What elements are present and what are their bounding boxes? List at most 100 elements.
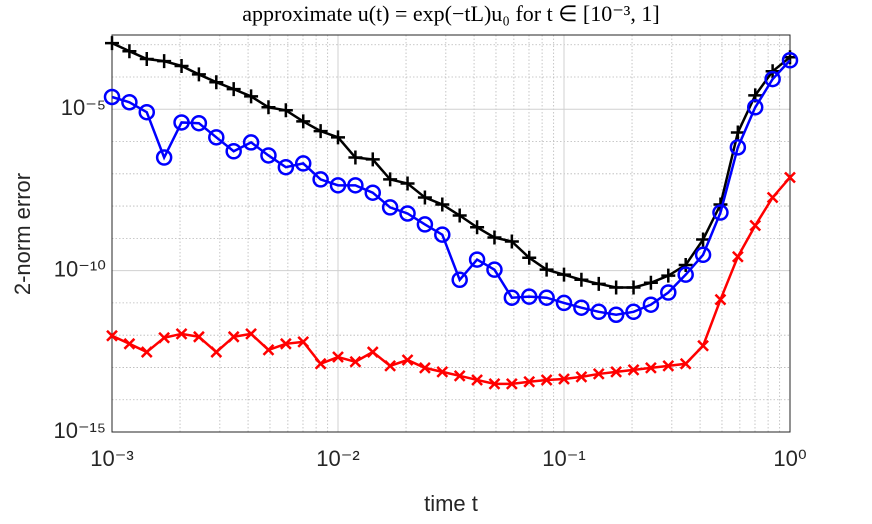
- marker: [558, 373, 570, 385]
- marker: [607, 306, 625, 323]
- marker: [417, 190, 432, 205]
- marker: [245, 327, 257, 340]
- marker: [781, 52, 799, 69]
- marker: [138, 103, 156, 121]
- y-tick-label: 10⁻⁵: [61, 95, 106, 120]
- marker: [122, 44, 137, 59]
- marker: [540, 374, 553, 386]
- marker: [312, 171, 329, 188]
- marker: [208, 129, 225, 146]
- marker: [470, 220, 485, 235]
- marker: [277, 158, 295, 176]
- marker: [522, 250, 537, 265]
- marker: [242, 134, 260, 151]
- marker: [714, 293, 727, 306]
- marker: [435, 197, 450, 212]
- marker: [225, 143, 242, 160]
- series-line: [111, 59, 791, 317]
- marker: [329, 177, 347, 194]
- y-axis-label: 2-norm error: [10, 173, 35, 295]
- marker: [436, 365, 449, 378]
- x-tick-label: 10⁻³: [90, 446, 133, 471]
- marker: [121, 93, 138, 111]
- marker: [347, 177, 364, 194]
- marker: [139, 52, 154, 67]
- marker: [591, 276, 606, 291]
- marker: [106, 329, 118, 342]
- marker: [784, 171, 796, 184]
- marker: [278, 103, 293, 118]
- marker: [296, 114, 311, 129]
- marker: [677, 266, 694, 283]
- marker: [452, 208, 467, 223]
- marker: [642, 296, 660, 313]
- series-line: [111, 176, 791, 386]
- chart-title: approximate u(t) = exp(−tL)u₀ for t ∈ [1…: [242, 1, 659, 26]
- marker: [419, 361, 431, 374]
- marker: [191, 67, 206, 82]
- marker: [175, 327, 188, 340]
- marker: [331, 130, 345, 145]
- marker: [557, 267, 571, 282]
- marker: [712, 204, 729, 221]
- plot-area: [112, 35, 790, 432]
- marker: [504, 234, 519, 249]
- marker: [610, 365, 623, 378]
- marker: [662, 359, 675, 372]
- marker: [539, 262, 554, 277]
- marker: [210, 346, 223, 358]
- marker: [488, 377, 501, 390]
- marker: [694, 246, 712, 264]
- marker: [645, 361, 657, 374]
- series-line: [111, 41, 791, 289]
- marker: [696, 232, 711, 247]
- marker: [123, 337, 136, 350]
- marker: [451, 271, 468, 289]
- marker: [679, 357, 692, 370]
- marker: [226, 82, 241, 97]
- marker: [520, 288, 538, 305]
- marker: [173, 114, 190, 131]
- marker: [487, 230, 502, 245]
- marker: [313, 124, 328, 139]
- marker: [609, 280, 624, 295]
- marker: [590, 303, 608, 321]
- marker: [227, 330, 240, 343]
- marker: [729, 139, 747, 156]
- axes-box: [111, 34, 791, 433]
- marker: [660, 284, 677, 301]
- marker: [260, 147, 277, 164]
- marker: [555, 294, 573, 312]
- marker: [174, 58, 189, 73]
- marker: [140, 346, 153, 358]
- marker: [574, 272, 589, 287]
- marker: [468, 251, 486, 268]
- marker: [766, 191, 779, 204]
- marker: [764, 70, 781, 88]
- marker: [384, 359, 397, 372]
- x-tick-label: 10⁻¹: [542, 446, 585, 471]
- marker: [401, 354, 414, 366]
- marker: [486, 261, 503, 278]
- marker: [103, 88, 121, 106]
- marker: [749, 219, 762, 232]
- marker: [627, 364, 640, 376]
- marker: [209, 75, 224, 90]
- marker: [193, 330, 205, 343]
- marker: [348, 150, 363, 165]
- marker: [297, 335, 310, 348]
- marker: [400, 176, 415, 191]
- marker: [262, 344, 275, 356]
- marker: [332, 351, 344, 363]
- marker: [434, 226, 451, 243]
- marker: [625, 303, 642, 321]
- marker: [155, 149, 173, 166]
- marker: [697, 339, 709, 352]
- marker: [661, 268, 676, 283]
- marker: [730, 125, 745, 140]
- marker: [381, 199, 399, 216]
- marker: [383, 172, 398, 187]
- marker: [523, 375, 536, 388]
- marker: [349, 355, 362, 368]
- marker: [471, 374, 483, 386]
